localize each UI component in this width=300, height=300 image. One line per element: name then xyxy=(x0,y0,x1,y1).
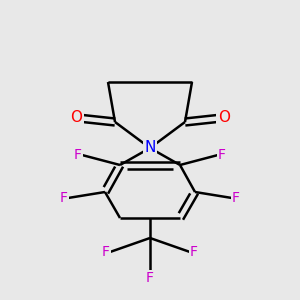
Text: F: F xyxy=(74,148,82,162)
Text: F: F xyxy=(218,148,226,162)
Text: O: O xyxy=(218,110,230,125)
Text: F: F xyxy=(190,245,198,259)
Text: F: F xyxy=(146,271,154,285)
Text: O: O xyxy=(70,110,82,125)
Text: F: F xyxy=(102,245,110,259)
Text: F: F xyxy=(60,191,68,205)
Text: N: N xyxy=(144,140,156,155)
Text: F: F xyxy=(232,191,240,205)
